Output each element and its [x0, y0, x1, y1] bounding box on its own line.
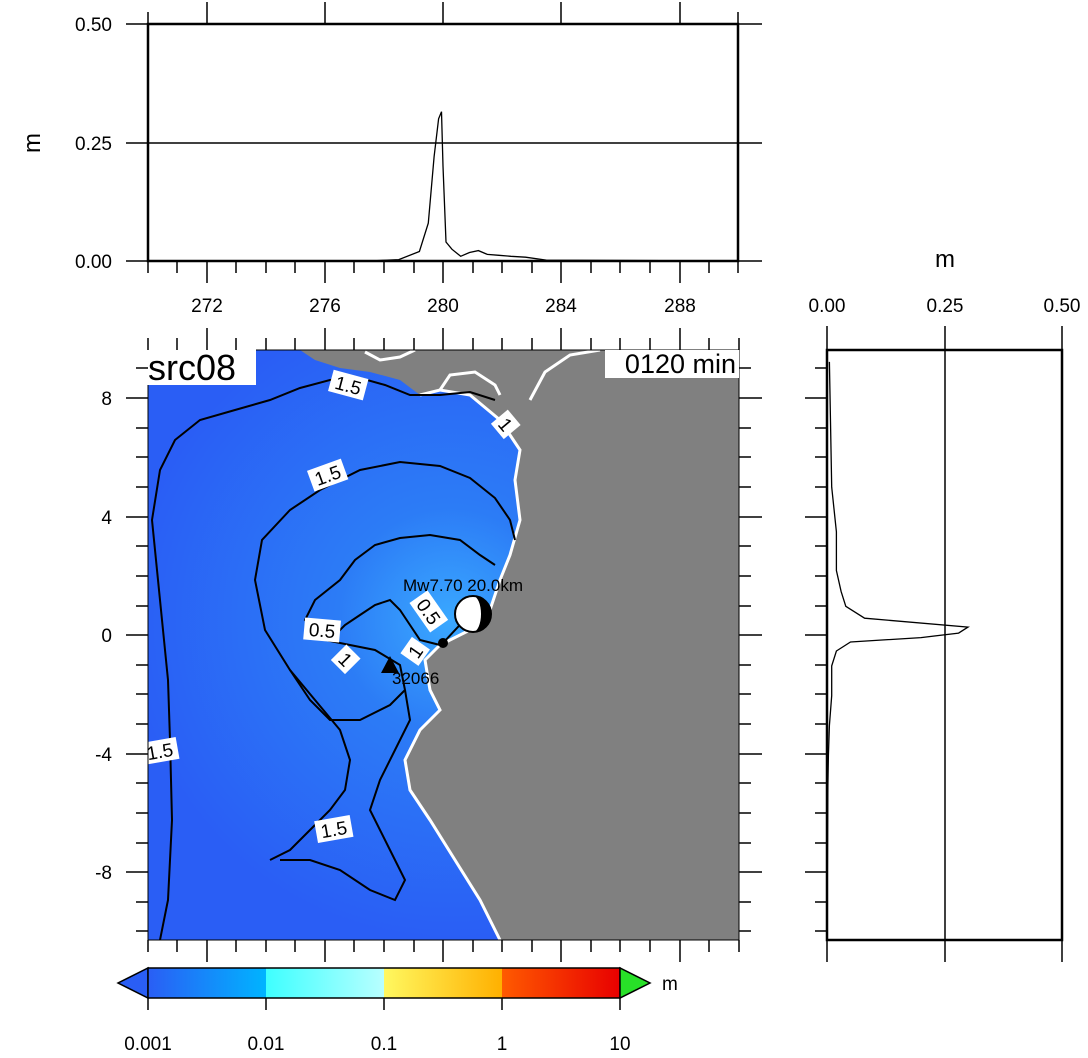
map-panel: 1.5 1 1.5 0.5 0.5 1 1 1.5 1.5 Mw7.70 20.… — [95, 328, 762, 962]
coastline — [403, 388, 522, 940]
time-series-panel: 0.50 0.25 0.00 m 272 276 280 284 288 — [19, 2, 762, 317]
colorbar-low-arrow — [116, 966, 149, 1000]
colorbar-tick-label: 0.1 — [371, 1034, 397, 1055]
contour-label: 1.5 — [319, 818, 349, 843]
ts-x-tick-labels: 272 276 280 284 288 — [191, 296, 696, 317]
epicenter-dot — [438, 638, 448, 648]
profile-x-tick-labels: 0.00 0.25 0.50 — [809, 296, 1081, 317]
ts-x-tick-label: 280 — [427, 296, 459, 317]
ts-y-tick-label: 0.25 — [75, 134, 112, 155]
station-triangle-icon — [381, 656, 399, 673]
colorbar-tick-label: 0.001 — [124, 1034, 172, 1055]
contour-label: 1.5 — [145, 740, 175, 765]
ts-x-tick-label: 288 — [664, 296, 696, 317]
time-series-line — [148, 111, 739, 262]
ts-y-tick-label: 0.00 — [75, 252, 112, 273]
map-x-ticks — [147, 328, 740, 962]
map-y-tick-labels: 8 4 0 -4 -8 — [95, 389, 112, 884]
profile-panel: m 0.00 0.25 0.50 — [805, 246, 1080, 962]
map-y-tick-label: -8 — [95, 863, 112, 884]
colorbar: m 0.001 0.01 0.1 1 10 — [116, 966, 678, 1055]
contours — [150, 376, 516, 940]
profile-x-tick-label: 0.25 — [927, 296, 964, 317]
colorbar-tick-label: 10 — [609, 1034, 630, 1055]
profile-x-tick-label: 0.00 — [809, 296, 846, 317]
ts-y-ticks — [126, 23, 762, 262]
colorbar-segment — [148, 968, 266, 998]
time-label: 0120 min — [625, 349, 736, 379]
profile-x-tick-label: 0.50 — [1044, 296, 1081, 317]
profile-x-axis-label: m — [935, 246, 955, 273]
ts-x-tick-label: 276 — [309, 296, 341, 317]
profile-y-ticks — [805, 367, 827, 932]
colorbar-segment — [502, 968, 620, 998]
land-area — [300, 350, 739, 940]
colorbar-high-arrow — [619, 966, 652, 1000]
colorbar-segment — [266, 968, 384, 998]
contour-labels: 1.5 1 1.5 0.5 0.5 1 1 1.5 1.5 — [145, 369, 521, 843]
profile-line — [826, 361, 970, 935]
colorbar-tick-label: 1 — [497, 1034, 508, 1055]
event-label: Mw7.70 20.0km — [403, 576, 523, 595]
map-y-tick-label: 0 — [101, 626, 112, 647]
ts-y-tick-label: 0.50 — [75, 15, 112, 36]
map-y-axis — [126, 367, 762, 932]
ts-x-tick-label: 284 — [545, 296, 577, 317]
ts-y-axis-label: m — [19, 133, 46, 153]
contour-label: 0.5 — [308, 620, 336, 643]
map-y-tick-label: 8 — [101, 389, 112, 410]
map-y-tick-label: -4 — [95, 745, 112, 766]
colorbar-tick-label: 0.01 — [248, 1034, 285, 1055]
ts-y-tick-labels: 0.50 0.25 0.00 — [75, 15, 112, 273]
station-label: 32066 — [392, 669, 439, 688]
colorbar-segment — [384, 968, 502, 998]
focal-mechanism-icon — [454, 595, 492, 633]
colorbar-unit: m — [662, 974, 678, 995]
profile-x-ticks — [826, 326, 1063, 962]
map-y-tick-label: 4 — [101, 508, 112, 529]
ts-x-ticks — [147, 2, 739, 283]
source-title: src08 — [148, 347, 236, 388]
ts-x-tick-label: 272 — [191, 296, 223, 317]
coastline-north — [364, 350, 601, 401]
